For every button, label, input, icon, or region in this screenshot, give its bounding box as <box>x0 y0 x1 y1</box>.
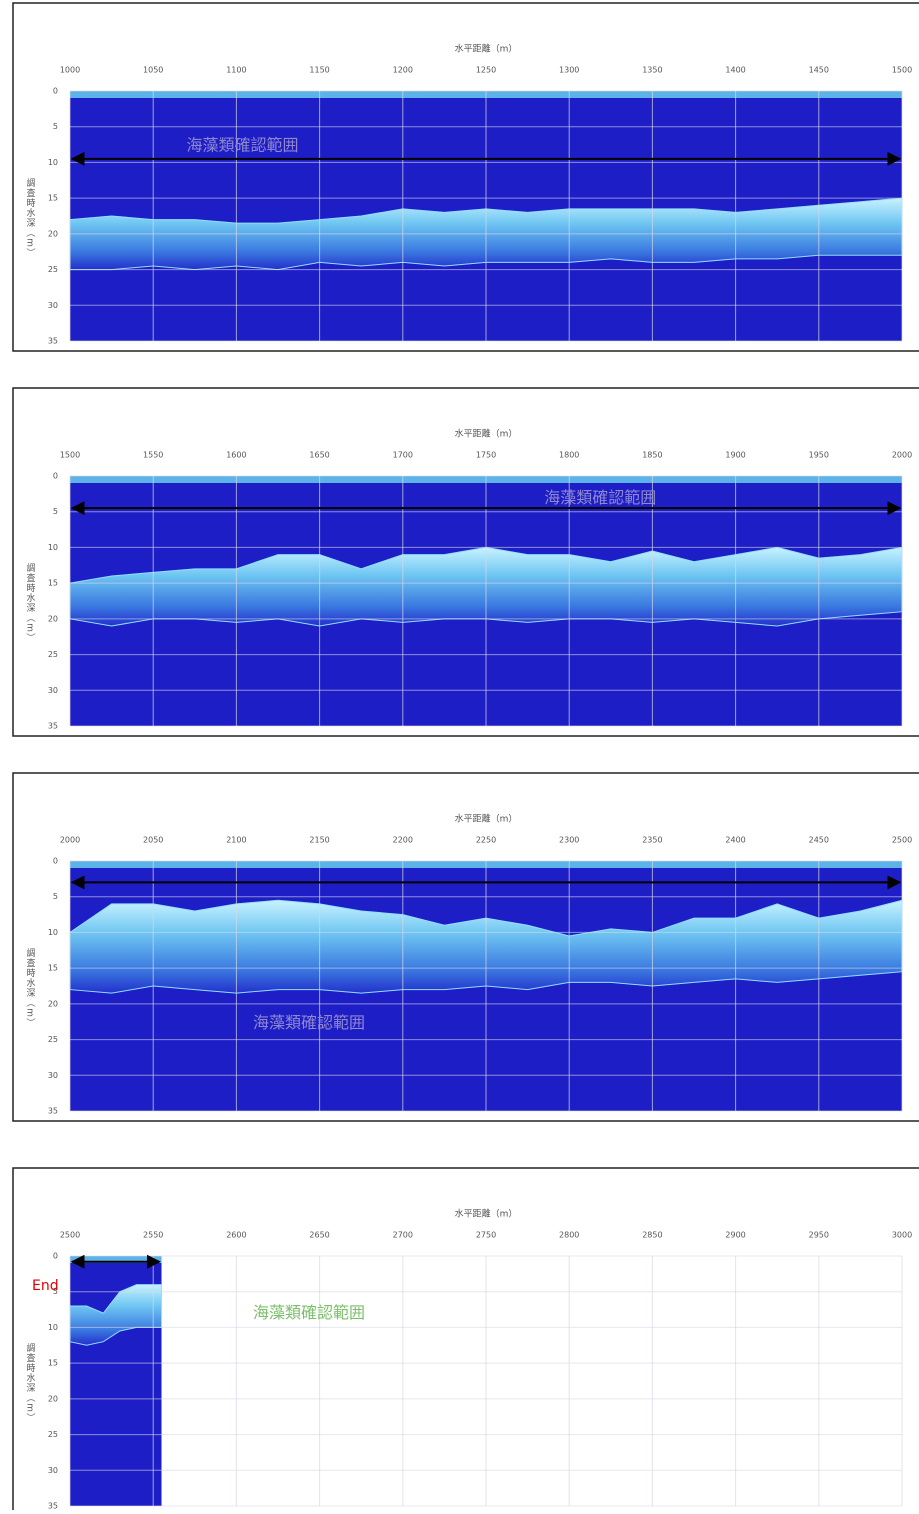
y-tick-label: 20 <box>48 999 58 1008</box>
x-tick-label: 1150 <box>309 66 329 75</box>
y-tick-label: 15 <box>48 964 58 973</box>
x-tick-label: 2700 <box>393 1231 413 1240</box>
x-tick-label: 2800 <box>559 1231 579 1240</box>
x-tick-label: 2250 <box>476 836 496 845</box>
chart-panel: 水平距離（m） 調査時水深（m） 2500 2550 2600 2650 2700 2750 2… <box>13 1168 919 1510</box>
x-tick-label: 2050 <box>143 836 163 845</box>
x-tick-label: 1450 <box>809 66 829 75</box>
y-tick-label: 30 <box>48 1466 58 1475</box>
x-tick-label: 1950 <box>809 451 829 460</box>
x-tick-label: 1100 <box>226 66 246 75</box>
y-tick-label: 20 <box>48 1394 58 1403</box>
x-tick-label: 3000 <box>892 1231 912 1240</box>
x-tick-label: 2350 <box>642 836 662 845</box>
annotation: 海藻類確認範囲 <box>186 136 298 155</box>
x-tick-label: 1900 <box>725 451 745 460</box>
y-tick-label: 10 <box>48 158 58 167</box>
x-tick-label: 1750 <box>476 451 496 460</box>
y-tick-label: 15 <box>48 1359 58 1368</box>
x-tick-label: 1550 <box>143 451 163 460</box>
x-tick-label: 2450 <box>809 836 829 845</box>
end-label: End <box>32 1278 59 1294</box>
annotation: 海藻類確認範囲 <box>253 1013 365 1032</box>
x-tick-label: 1250 <box>476 66 496 75</box>
x-tick-label: 2600 <box>226 1231 246 1240</box>
x-tick-label: 2750 <box>476 1231 496 1240</box>
y-tick-label: 0 <box>53 472 58 481</box>
y-tick-label: 35 <box>48 722 58 731</box>
x-tick-label: 1600 <box>226 451 246 460</box>
y-tick-label: 10 <box>48 543 58 552</box>
x-tick-label: 1050 <box>143 66 163 75</box>
x-tick-label: 2150 <box>309 836 329 845</box>
x-tick-label: 1800 <box>559 451 579 460</box>
y-tick-label: 20 <box>48 229 58 238</box>
x-tick-label: 2500 <box>60 1231 80 1240</box>
y-tick-label: 20 <box>48 614 58 623</box>
x-tick-label: 1350 <box>642 66 662 75</box>
x-tick-label: 1200 <box>393 66 413 75</box>
x-tick-label: 2200 <box>393 836 413 845</box>
y-tick-label: 15 <box>48 579 58 588</box>
y-tick-label: 25 <box>48 1430 58 1439</box>
y-tick-label: 30 <box>48 301 58 310</box>
x-tick-label: 1400 <box>725 66 745 75</box>
x-tick-label: 1300 <box>559 66 579 75</box>
y-tick-label: 25 <box>48 1035 58 1044</box>
y-tick-label: 10 <box>48 928 58 937</box>
y-tick-label: 35 <box>48 337 58 346</box>
y-axis-label: 調査時水深（m） <box>25 1342 36 1423</box>
y-axis-label: 調査時水深（m） <box>25 177 36 258</box>
axis-title: 水平距離（m） <box>455 813 518 825</box>
page: 水平距離（m）調査時水深（m）1000105011001150120012501… <box>0 0 919 1510</box>
y-tick-label: 5 <box>53 122 58 131</box>
x-tick-label: 2300 <box>559 836 579 845</box>
y-axis-label: 調査時水深（m） <box>25 947 36 1028</box>
y-tick-label: 25 <box>48 265 58 274</box>
x-tick-label: 2650 <box>309 1231 329 1240</box>
x-tick-label: 2000 <box>892 451 912 460</box>
y-tick-label: 30 <box>48 686 58 695</box>
x-tick-label: 2000 <box>60 836 80 845</box>
y-tick-label: 0 <box>53 1252 58 1261</box>
y-tick-label: 35 <box>48 1107 58 1116</box>
y-tick-label: 5 <box>53 892 58 901</box>
y-tick-label: 30 <box>48 1071 58 1080</box>
axis-title: 水平距離（m） <box>455 43 518 55</box>
x-tick-label: 2400 <box>725 836 745 845</box>
y-tick-label: 10 <box>48 1323 58 1332</box>
x-tick-label: 2500 <box>892 836 912 845</box>
x-tick-label: 1700 <box>393 451 413 460</box>
y-tick-label: 0 <box>53 857 58 866</box>
x-tick-label: 2900 <box>725 1231 745 1240</box>
annotation: 海藻類確認範囲 <box>544 488 656 507</box>
y-axis-label: 調査時水深（m） <box>25 562 36 643</box>
x-tick-label: 1000 <box>60 66 80 75</box>
y-tick-label: 35 <box>48 1502 58 1511</box>
x-tick-label: 2850 <box>642 1231 662 1240</box>
y-tick-label: 5 <box>53 507 58 516</box>
x-tick-label: 2950 <box>809 1231 829 1240</box>
y-tick-label: 0 <box>53 87 58 96</box>
chart-stack: 水平距離（m）調査時水深（m）1000105011001150120012501… <box>0 0 919 1510</box>
x-tick-label: 1500 <box>60 451 80 460</box>
annotation: 海藻類確認範囲 <box>253 1303 365 1322</box>
x-tick-label: 2100 <box>226 836 246 845</box>
axis-title: 水平距離（m） <box>455 1208 518 1220</box>
x-tick-label: 1500 <box>892 66 912 75</box>
x-tick-label: 1850 <box>642 451 662 460</box>
y-tick-label: 25 <box>48 650 58 659</box>
x-tick-label: 1650 <box>309 451 329 460</box>
x-tick-label: 2550 <box>143 1231 163 1240</box>
y-tick-label: 15 <box>48 194 58 203</box>
axis-title: 水平距離（m） <box>455 428 518 440</box>
